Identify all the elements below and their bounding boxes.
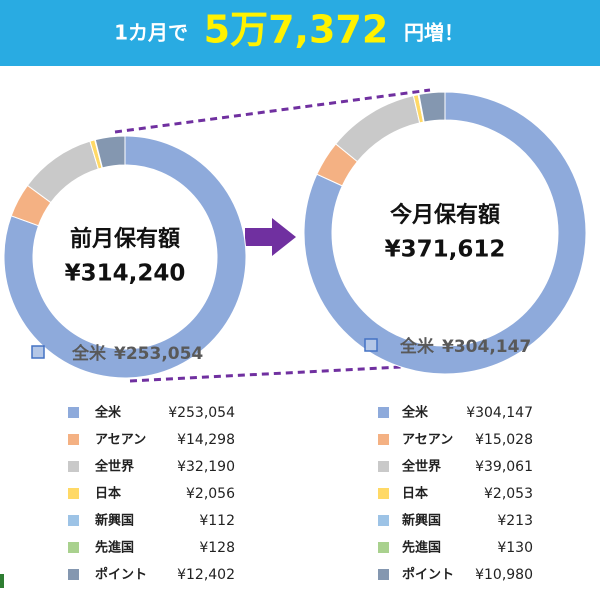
legend-swatch [68,542,79,553]
legend-label: 全米 [401,405,429,421]
banner [0,0,600,66]
slice-label-category: 全米 [399,336,435,357]
banner-amount: 5万7,372 [204,8,389,52]
connector [114,88,431,134]
slice [26,140,99,204]
legend-value: ¥304,147 [466,405,533,421]
legend-label: ポイント [402,567,454,583]
legend-swatch [68,407,79,418]
legend-swatch [68,569,79,580]
legend-value: ¥15,028 [475,432,533,448]
legend-label: 全米 [94,405,122,421]
banner-prefix: 1カ月で [114,21,188,45]
legend-label: アセアン [95,433,146,448]
legend-label: 新興国 [402,513,441,529]
legend-label: 全世界 [401,459,441,475]
legend-swatch [378,569,389,580]
center-title: 前月保有額 [70,226,180,252]
banner-suffix: 円増！ [404,21,464,45]
slice [303,91,587,375]
slice [94,135,126,169]
legend-value: ¥128 [199,540,235,556]
legend-label: 新興国 [95,513,134,529]
legend-swatch [378,488,389,499]
center-title: 今月保有額 [390,202,500,228]
legend-value: ¥112 [199,513,235,529]
slice-label: 全米 ¥253,054 [71,343,203,364]
legend-label: 先進国 [402,540,441,556]
slice-label-value: ¥304,147 [442,337,531,357]
center-total: ¥314,240 [65,261,186,287]
legend-value: ¥253,054 [168,405,235,421]
legend-label: 日本 [402,486,428,502]
legend-swatch [378,515,389,526]
legend-value: ¥2,056 [186,486,235,502]
legend-value: ¥32,190 [177,459,235,475]
arrow [245,218,296,256]
legend-swatch [68,515,79,526]
legend-label: 日本 [95,486,121,502]
slice [3,135,247,379]
legend-value: ¥2,053 [484,486,533,502]
legend-value: ¥213 [497,513,533,529]
center-total: ¥371,612 [385,237,506,263]
legend-value: ¥130 [497,540,533,556]
legend-label: 先進国 [95,540,134,556]
legend-swatch [378,434,389,445]
legend-swatch [378,542,389,553]
legend-swatch [68,488,79,499]
legend-swatch [68,434,79,445]
slice-label: 全米 ¥304,147 [399,336,531,357]
legend-label: アセアン [402,433,453,448]
legend-label: ポイント [95,567,147,583]
slice [418,91,446,123]
legend-value: ¥39,061 [475,459,533,475]
slice [335,94,421,163]
legend-value: ¥10,980 [475,567,533,583]
legend-swatch [68,461,79,472]
legend-swatch [378,407,389,418]
label-swatch [31,345,45,359]
slice-label-value: ¥253,054 [114,344,203,364]
slice-label-category: 全米 [71,343,107,364]
legend-value: ¥12,402 [177,567,235,583]
connector [129,364,421,383]
legend-label: 全世界 [94,459,134,475]
edge-mark [0,574,4,588]
label-swatch [364,338,378,352]
legend-swatch [378,461,389,472]
legend-value: ¥14,298 [177,432,235,448]
